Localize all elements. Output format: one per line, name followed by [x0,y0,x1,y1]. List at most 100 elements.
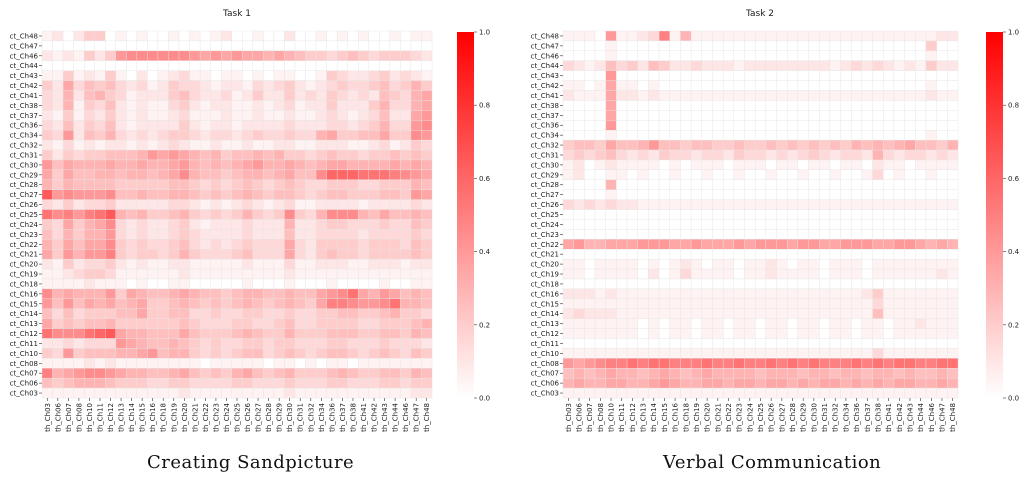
heatmap-cell [252,149,264,161]
heatmap-cell [872,139,884,151]
heatmap-cell [840,110,852,121]
heatmap-cell [83,80,95,91]
heatmap-cell [925,358,937,369]
y-tick-label: ct_Ch38 [10,102,38,110]
heatmap-cell [712,129,724,141]
heatmap-cell [136,377,148,389]
heatmap-cell [808,100,820,111]
heatmap-cell [294,348,306,359]
heatmap-cell [73,139,85,151]
heatmap-cell [819,90,831,101]
heatmap-cell [305,348,317,359]
heatmap-cell [573,169,585,181]
heatmap-cell [915,387,927,399]
heatmap-cell [925,90,937,101]
heatmap-cell [819,229,831,240]
heatmap-cell [400,278,412,290]
heatmap-cell [73,328,85,339]
heatmap-cell [242,249,254,260]
heatmap-cell [744,288,756,300]
heatmap-cell [936,219,948,230]
heatmap-cell [808,60,820,71]
heatmap-cell [126,308,138,319]
heatmap-cell [786,229,799,240]
heatmap-cell [389,100,401,111]
heatmap-cell [872,169,884,181]
y-tick-label: ct_Ch29 [10,171,38,179]
heatmap-cell [326,298,338,309]
heatmap-cell [347,50,359,62]
heatmap-cell [389,179,401,190]
heatmap-cell [829,169,841,181]
heatmap-cell [626,120,638,131]
heatmap-cell [680,308,692,319]
heatmap-cell [252,358,264,369]
heatmap-cell [347,30,359,42]
heatmap-cell [616,159,628,171]
heatmap-cell [637,60,649,71]
heatmap-cell [712,209,724,220]
heatmap-cell [701,199,713,210]
y-tick-label: ct_Ch32 [10,142,38,150]
x-tick-label: th_Ch07 [65,403,73,432]
heatmap-cell [829,50,841,62]
heatmap-cell [400,268,412,280]
heatmap-cell [62,110,74,121]
heatmap-cell [925,100,937,111]
heatmap-cell [637,80,649,91]
y-tick-label: ct_Ch07 [10,370,38,378]
heatmap-cell [925,328,937,339]
heatmap-cell [94,387,106,399]
heatmap-cell [126,169,138,181]
heatmap-cell [904,80,916,91]
heatmap-cell [808,358,820,369]
heatmap-cell [421,169,433,181]
heatmap-cell [915,249,927,260]
heatmap-cell [231,149,243,161]
heatmap-cell [712,219,724,230]
heatmap-cell [776,239,788,250]
heatmap-cell [252,129,264,141]
heatmap-cell [410,298,422,309]
heatmap-cell [126,189,138,200]
x-tick-label: th_Ch12 [107,403,115,432]
heatmap-cell [284,328,296,339]
heatmap-cell [315,328,327,339]
heatmap-cell [231,169,243,181]
heatmap-cell [168,328,180,339]
heatmap-cell [851,268,863,280]
heatmap-cell [136,40,148,52]
heatmap-cell [690,387,703,399]
heatmap-cell [851,298,863,309]
heatmap-cell [62,338,74,349]
heatmap-cell [410,209,422,220]
heatmap-cell [105,268,117,280]
heatmap-cell [722,318,735,329]
heatmap-cell [368,30,380,42]
heatmap-cell [851,338,863,349]
y-tick-label: ct_Ch10 [10,350,38,358]
heatmap-cell [669,80,681,91]
heatmap-cell [41,358,53,369]
heatmap-cell [562,209,574,220]
heatmap-cell [936,129,948,141]
y-tick-label: ct_Ch20 [10,261,38,269]
heatmap-cell [400,348,412,359]
heatmap-cell [199,199,211,210]
heatmap-cell [168,179,180,190]
heatmap-cell [754,358,767,369]
heatmap-cell [819,278,831,290]
heatmap-cell [410,139,422,151]
heatmap-cell [722,268,735,280]
heatmap-cell [263,249,275,260]
heatmap-cell [284,70,296,81]
heatmap-cell [410,258,422,270]
heatmap-cell [584,209,596,220]
heatmap-cell [690,258,703,270]
heatmap-cell [210,199,222,210]
heatmap-cell [83,348,95,359]
heatmap-cell [626,318,638,329]
heatmap-cell [94,258,106,270]
heatmap-cell [904,249,916,260]
heatmap-cell [733,60,745,71]
